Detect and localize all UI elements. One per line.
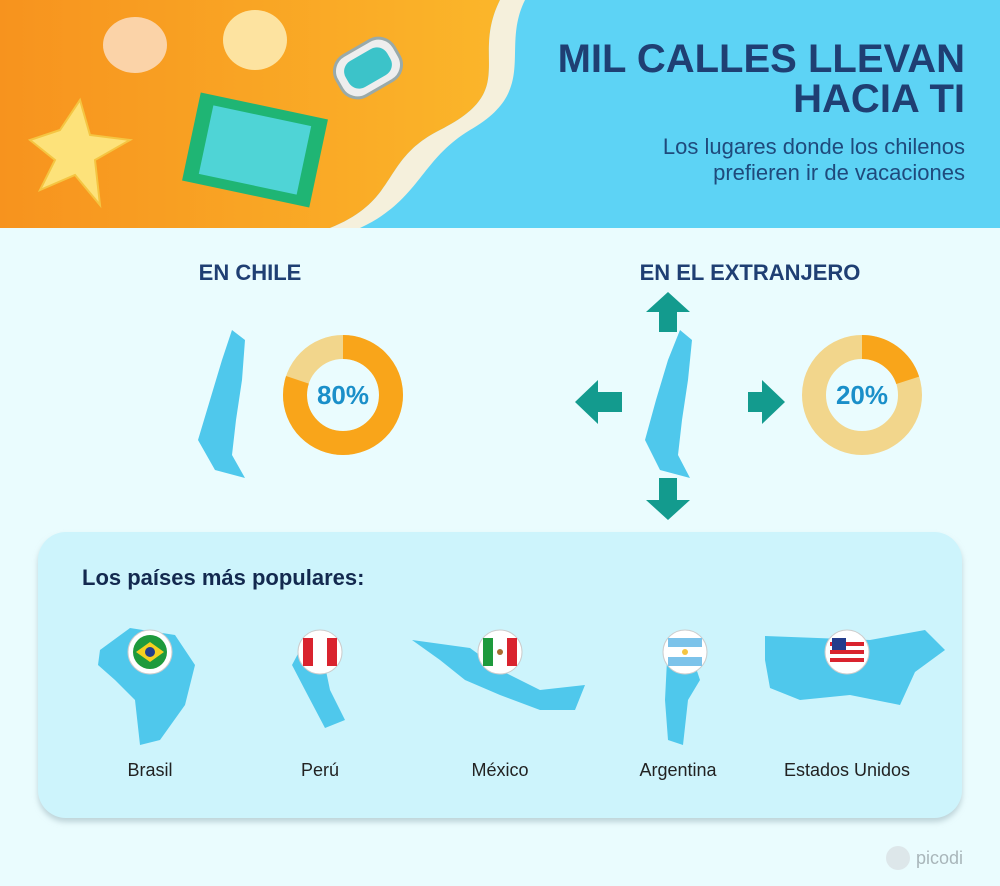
title: HACIA TI bbox=[793, 77, 965, 121]
arrows bbox=[575, 292, 785, 520]
shell bbox=[223, 10, 287, 70]
chile-map bbox=[645, 330, 692, 478]
subtitle: prefieren ir de vacaciones bbox=[713, 160, 965, 185]
country-name: México bbox=[471, 760, 528, 780]
country-name: Estados Unidos bbox=[784, 760, 910, 780]
panel-heading: Los países más populares: bbox=[82, 565, 364, 590]
country-name: Argentina bbox=[639, 760, 717, 780]
goggles bbox=[333, 36, 403, 100]
starfish bbox=[27, 97, 134, 209]
percent-label: 20% bbox=[836, 380, 888, 410]
subtitle: Los lugares donde los chilenos bbox=[663, 134, 965, 159]
country-name: Perú bbox=[301, 760, 339, 780]
country-name: Brasil bbox=[127, 760, 172, 780]
brand: picodi bbox=[916, 848, 963, 868]
brand-icon bbox=[886, 846, 910, 870]
chile-map bbox=[198, 330, 245, 478]
section-heading: EN CHILE bbox=[199, 260, 302, 285]
map-icon bbox=[182, 92, 328, 208]
shell bbox=[103, 17, 167, 73]
percent-label: 80% bbox=[317, 380, 369, 410]
donut-arc bbox=[283, 335, 403, 455]
donut-arc bbox=[802, 335, 922, 455]
section-heading: EN EL EXTRANJERO bbox=[640, 260, 861, 285]
flag-pins bbox=[127, 629, 870, 675]
foam bbox=[330, 0, 525, 228]
title: MIL CALLES LLEVAN bbox=[558, 37, 965, 81]
